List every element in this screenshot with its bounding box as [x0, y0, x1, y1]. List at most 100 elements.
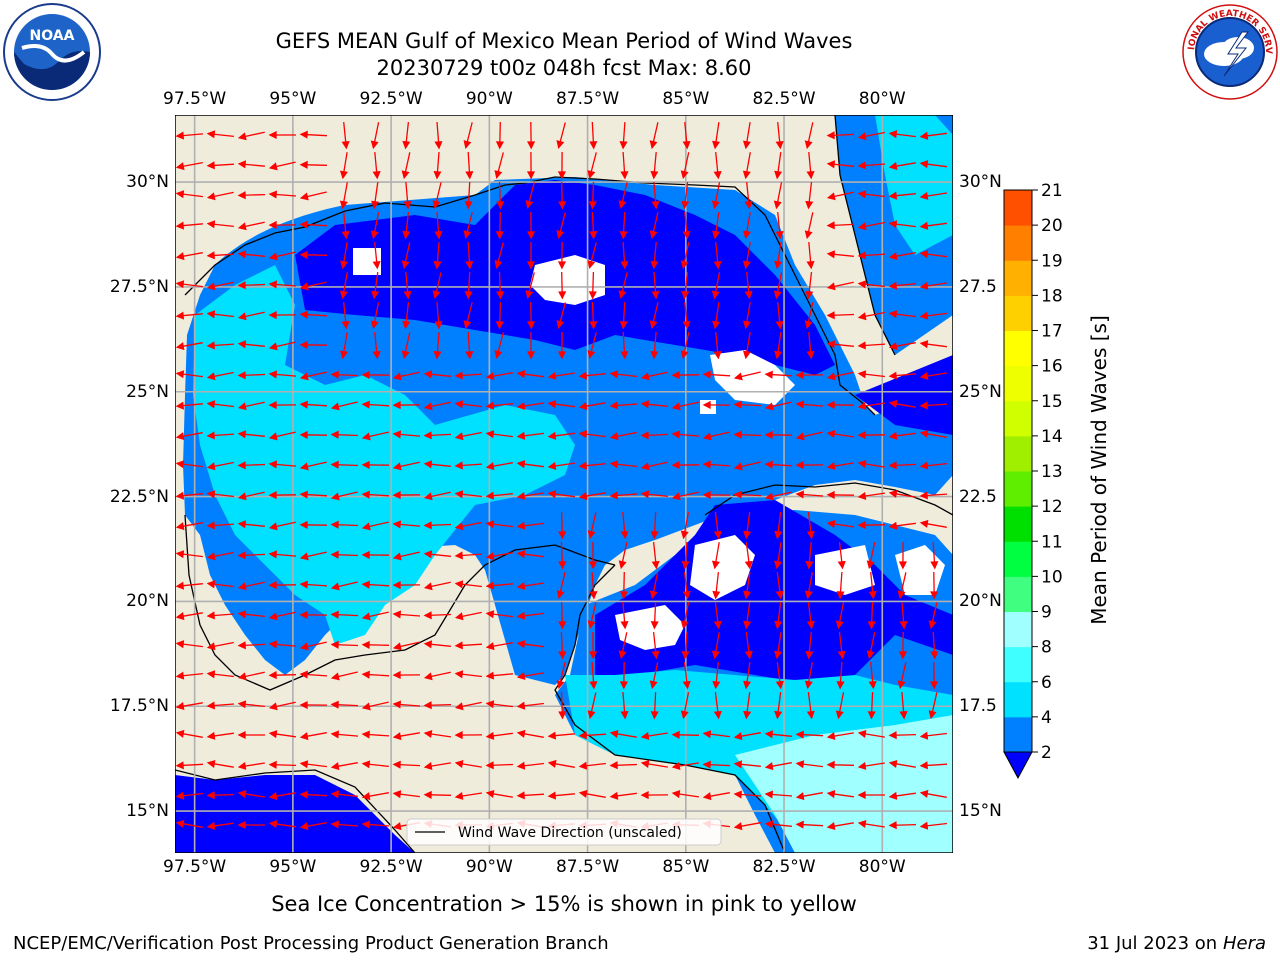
colorbar-tick-label: 19	[1041, 251, 1063, 271]
wind-wave-arrow	[868, 572, 877, 600]
lat-label-right: 17.5	[959, 696, 997, 717]
wind-wave-arrow	[806, 512, 815, 540]
wind-wave-arrow	[928, 602, 938, 630]
wind-wave-arrow	[206, 551, 234, 561]
wind-wave-arrow	[423, 401, 451, 411]
wind-wave-arrow	[919, 491, 948, 500]
wind-wave-arrow	[206, 701, 235, 710]
wind-wave-arrow	[733, 732, 761, 741]
wind-wave-arrow	[589, 301, 598, 330]
wind-wave-arrow	[618, 542, 628, 570]
wind-wave-arrow	[485, 581, 513, 590]
wind-wave-arrow	[558, 601, 567, 630]
wind-wave-arrow	[671, 491, 699, 501]
wind-wave-arrow	[764, 790, 793, 799]
wind-wave-arrow	[774, 242, 783, 270]
wind-wave-arrow	[299, 580, 328, 589]
wind-wave-arrow	[454, 551, 483, 560]
wind-wave-arrow	[711, 182, 721, 210]
wind-wave-arrow	[392, 520, 421, 529]
colorbar-tick-label: 17	[1041, 322, 1063, 342]
wind-wave-arrow	[888, 130, 916, 139]
wind-wave-arrow	[588, 181, 597, 210]
wind-wave-arrow	[494, 332, 504, 360]
wind-wave-arrow	[826, 340, 854, 349]
wind-wave-arrow	[206, 521, 235, 530]
wind-wave-arrow	[867, 601, 876, 630]
wind-wave-arrow	[547, 371, 575, 380]
wind-wave-arrow	[495, 301, 504, 330]
wind-wave-arrow	[795, 431, 823, 441]
wind-wave-arrow	[371, 272, 380, 300]
wind-wave-arrow	[485, 552, 513, 561]
wind-wave-arrow	[392, 461, 420, 471]
wind-wave-arrow	[485, 731, 513, 740]
lon-label-top: 90°W	[465, 89, 513, 109]
wind-wave-arrow	[423, 671, 451, 681]
wind-wave-arrow	[454, 431, 482, 441]
wind-wave-arrow	[361, 431, 389, 441]
wind-wave-arrow	[454, 461, 483, 470]
wind-wave-arrow	[899, 691, 908, 720]
wind-wave-arrow	[516, 761, 544, 770]
wind-wave-arrow	[516, 460, 544, 469]
wind-wave-arrow	[454, 521, 482, 531]
wind-wave-arrow	[175, 729, 203, 738]
wind-wave-arrow	[464, 181, 473, 210]
wind-wave-arrow	[402, 302, 411, 330]
lon-label-bottom: 82.5°W	[752, 857, 816, 877]
lat-label-right: 20°N	[959, 591, 1002, 612]
wind-wave-arrow	[867, 691, 876, 720]
wind-wave-arrow	[826, 160, 854, 169]
wind-wave-arrow	[795, 400, 824, 409]
wind-wave-arrow	[206, 490, 234, 499]
wind-wave-arrow	[649, 662, 659, 690]
wind-wave-arrow	[423, 521, 452, 530]
wind-wave-arrow	[175, 612, 203, 621]
wind-wave-arrow	[454, 759, 482, 768]
wind-wave-arrow	[888, 371, 916, 380]
wind-wave-arrow	[640, 791, 669, 800]
wind-wave-arrow	[516, 491, 544, 500]
wind-wave-arrow	[372, 242, 381, 270]
wind-wave-arrow	[496, 181, 505, 210]
wind-wave-arrow	[454, 490, 482, 499]
wind-wave-arrow	[268, 730, 296, 739]
wind-wave-arrow	[299, 670, 328, 679]
wind-wave-arrow	[609, 729, 637, 738]
wind-wave-arrow	[392, 641, 420, 651]
wind-wave-arrow	[361, 580, 390, 589]
wind-wave-arrow	[888, 489, 916, 498]
wind-wave-arrow	[826, 131, 855, 140]
wind-wave-arrow	[330, 581, 358, 591]
wind-wave-arrow	[805, 272, 814, 300]
wind-wave-arrow	[702, 792, 730, 801]
wind-wave-arrow	[175, 190, 203, 199]
wind-wave-arrow	[671, 730, 700, 739]
wind-wave-arrow	[620, 151, 629, 180]
wind-wave-arrow	[806, 602, 815, 630]
wind-wave-arrow	[888, 162, 916, 171]
colorbar-segment	[1004, 190, 1032, 226]
wind-wave-arrow	[370, 212, 380, 240]
wind-wave-arrow	[857, 761, 885, 770]
wind-wave-arrow	[733, 790, 762, 799]
wind-wave-arrow	[330, 671, 358, 681]
wind-wave-arrow	[392, 700, 421, 709]
wind-wave-arrow	[330, 790, 358, 799]
wind-wave-arrow	[742, 242, 751, 270]
wind-wave-arrow	[341, 302, 350, 330]
wind-wave-arrow	[835, 692, 845, 720]
wind-wave-arrow	[206, 251, 235, 260]
wind-wave-arrow	[434, 121, 443, 150]
wind-wave-arrow	[454, 641, 483, 650]
wind-wave-arrow	[268, 130, 296, 140]
wind-wave-arrow	[401, 152, 411, 180]
wind-wave-arrow	[806, 242, 815, 270]
wind-wave-arrow	[465, 331, 474, 360]
wind-wave-arrow	[268, 611, 296, 621]
wind-wave-arrow	[806, 332, 815, 360]
wind-wave-arrow	[619, 211, 628, 240]
wind-wave-arrow	[919, 191, 947, 200]
wind-wave-arrow	[361, 701, 389, 711]
